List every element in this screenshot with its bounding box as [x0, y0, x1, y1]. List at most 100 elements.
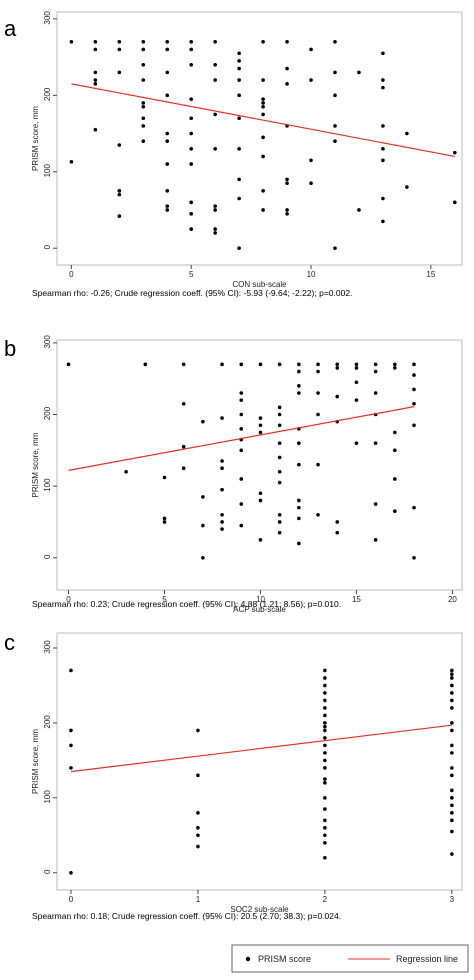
data-point [277, 530, 282, 535]
data-point [323, 698, 327, 703]
data-point [450, 803, 454, 808]
data-point [297, 498, 301, 503]
data-point [189, 62, 194, 67]
data-point [323, 743, 327, 748]
x-tick-label: 0 [69, 270, 74, 279]
regression-line [71, 83, 455, 158]
data-point [69, 728, 73, 733]
data-point [165, 47, 170, 52]
data-point [165, 189, 170, 193]
data-point [277, 405, 282, 410]
x-tick-label: 5 [189, 270, 194, 279]
data-point [141, 47, 146, 52]
y-tick-label: 300 [43, 335, 52, 349]
y-tick-label: 0 [43, 869, 52, 874]
data-point [335, 530, 340, 535]
data-point [117, 40, 122, 44]
data-point [237, 177, 241, 182]
legend-point [245, 956, 251, 962]
data-point [323, 766, 327, 770]
data-point [450, 818, 454, 823]
data-point [333, 246, 337, 250]
data-point [450, 706, 454, 710]
data-point [297, 362, 301, 367]
data-point [412, 373, 416, 377]
data-point [237, 116, 241, 121]
data-point [450, 773, 454, 778]
data-point [373, 538, 378, 542]
data-point [373, 391, 378, 395]
data-point [335, 366, 340, 370]
data-point [117, 70, 122, 75]
data-point [117, 214, 122, 218]
y-tick-label: 300 [43, 640, 52, 654]
data-point [201, 523, 205, 528]
y-tick-label: 200 [43, 406, 52, 420]
y-axis-label: PRISM score, mm [31, 432, 40, 497]
data-point [354, 380, 359, 385]
data-point [93, 127, 98, 132]
legend-label: PRISM score [258, 954, 311, 964]
data-point [181, 466, 186, 471]
data-point [373, 502, 378, 506]
caption: Spearman rho: -0.26; Crude regression co… [32, 288, 352, 298]
x-tick-label: 0 [66, 595, 71, 604]
data-point [354, 362, 359, 367]
data-point [261, 104, 265, 109]
data-point [189, 227, 194, 231]
data-point [258, 538, 263, 542]
regression-line [70, 724, 452, 773]
data-point [450, 811, 454, 815]
data-point [220, 362, 224, 367]
data-point [412, 362, 416, 367]
data-point [189, 97, 194, 101]
data-point [277, 423, 282, 428]
x-axis-label: ACP sub-scale [233, 605, 286, 614]
data-point [165, 131, 170, 136]
y-axis-label: PRISM score, mm [31, 106, 40, 171]
data-point [450, 743, 454, 748]
data-point [453, 150, 457, 155]
data-point [297, 462, 301, 467]
data-point [323, 713, 327, 718]
data-point [450, 676, 454, 680]
data-point [277, 520, 282, 524]
x-tick-label: 0 [69, 895, 74, 904]
data-point [258, 498, 263, 503]
data-point [196, 844, 200, 849]
data-point [69, 160, 74, 164]
data-point [333, 124, 337, 128]
data-point [237, 66, 241, 71]
data-point [69, 870, 73, 875]
caption: Spearman rho: 0.23; Crude regression coe… [32, 599, 341, 609]
data-point [297, 505, 301, 510]
data-point [237, 59, 241, 63]
data-point [323, 833, 327, 838]
data-point [316, 391, 320, 395]
data-point [450, 683, 454, 688]
data-point [381, 196, 385, 201]
data-point [316, 512, 320, 517]
data-point [309, 78, 313, 82]
data-point [277, 362, 282, 367]
data-point [412, 505, 416, 510]
data-point [239, 523, 244, 528]
data-point [213, 208, 217, 212]
data-point [453, 200, 457, 205]
data-point [162, 475, 167, 480]
data-point [335, 520, 340, 524]
data-point [450, 698, 454, 703]
y-tick-label: 200 [43, 87, 52, 101]
x-tick-label: 2 [323, 895, 328, 904]
data-point [333, 40, 337, 44]
data-point [189, 47, 194, 52]
data-point [450, 829, 454, 834]
data-point [333, 70, 337, 75]
data-point [69, 766, 73, 770]
data-point [213, 227, 217, 231]
x-axis-label: CON sub-scale [232, 280, 287, 289]
data-point [162, 516, 167, 521]
data-point [237, 196, 241, 201]
data-point [201, 495, 205, 499]
data-point [141, 40, 146, 44]
